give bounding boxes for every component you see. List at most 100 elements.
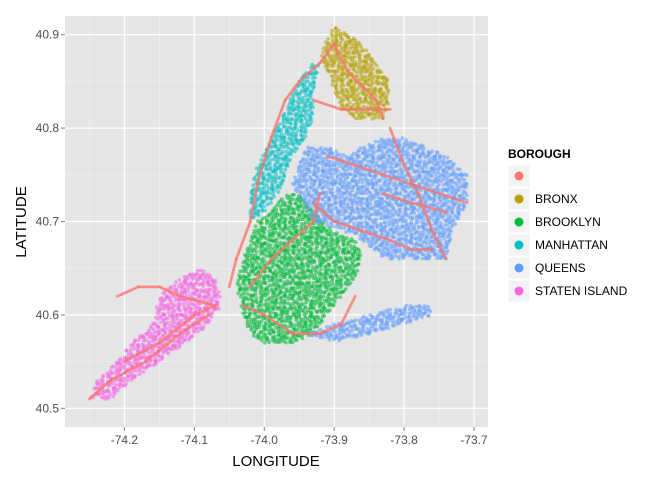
data-point [312,84,316,89]
data-point [378,178,382,182]
data-point [370,58,375,63]
data-point [254,288,258,293]
data-point [327,41,331,46]
data-point [128,347,133,352]
data-point [388,209,393,214]
data-point [166,310,171,315]
data-point [353,318,358,323]
data-point [325,179,330,184]
data-point [409,220,414,225]
data-point [295,274,300,279]
data-point [306,153,311,158]
data-point [348,243,353,248]
data-point [285,193,289,198]
data-point [365,187,370,191]
data-point [288,158,293,162]
data-point [282,305,287,310]
data-point [289,137,294,142]
data-point [278,287,282,291]
data-point [125,348,130,353]
data-point [315,240,320,245]
data-point [314,301,319,305]
data-point [289,231,294,235]
data-point [369,104,373,109]
data-point [370,314,375,319]
data-point [300,281,305,286]
data-point [310,101,315,106]
data-point [269,201,273,205]
data-point [319,317,324,322]
data-point [300,262,305,266]
data-point [274,296,279,301]
data-point [344,87,349,92]
data-point [438,154,443,159]
data-point [101,374,105,378]
data-point [327,176,331,181]
data-point [330,274,335,279]
data-point [346,97,350,102]
data-point [464,181,469,186]
data-point [304,183,308,187]
data-point [377,115,381,120]
data-point [262,204,267,209]
data-point [299,118,304,123]
data-point [382,75,386,79]
data-point [284,149,289,154]
data-point [251,183,256,188]
data-point [294,338,299,343]
data-point [331,38,335,42]
data-point [284,340,288,345]
data-point [370,99,375,103]
data-point [384,99,389,104]
data-point [352,91,356,96]
data-point [275,278,279,283]
data-point [344,210,349,214]
data-point [355,74,360,79]
data-point [358,146,363,150]
data-point [253,253,258,258]
data-point [400,224,405,229]
data-point [448,214,453,219]
data-point [160,302,165,306]
data-point [316,166,321,170]
data-point [196,329,200,334]
data-point [426,304,431,309]
data-point [266,289,271,293]
data-point [267,191,272,196]
data-point [298,195,303,200]
data-point [301,191,306,195]
data-point [373,115,378,120]
data-point [309,268,314,273]
data-point [394,200,399,204]
data-point [426,194,431,199]
data-point [338,40,343,45]
data-point [297,309,302,313]
data-point [351,262,355,266]
data-point [295,228,299,233]
data-point [316,214,321,219]
data-point [260,338,264,343]
data-point [319,263,324,268]
data-point [249,311,253,315]
data-point [113,383,118,387]
data-point [459,172,464,176]
data-point [341,98,346,102]
data-point [348,55,352,59]
data-point [341,242,346,247]
data-point [392,323,396,328]
data-point [251,333,256,338]
data-point [147,339,152,344]
data-point [259,300,264,304]
data-point [207,273,212,277]
data-point [388,311,393,316]
data-point [403,309,408,314]
data-point [315,324,320,329]
data-point [358,253,363,257]
data-point [307,284,312,289]
data-point [276,159,280,164]
data-point [374,230,379,235]
data-point [201,269,206,273]
data-point [330,191,335,195]
data-point [412,226,417,231]
data-point [424,223,428,227]
